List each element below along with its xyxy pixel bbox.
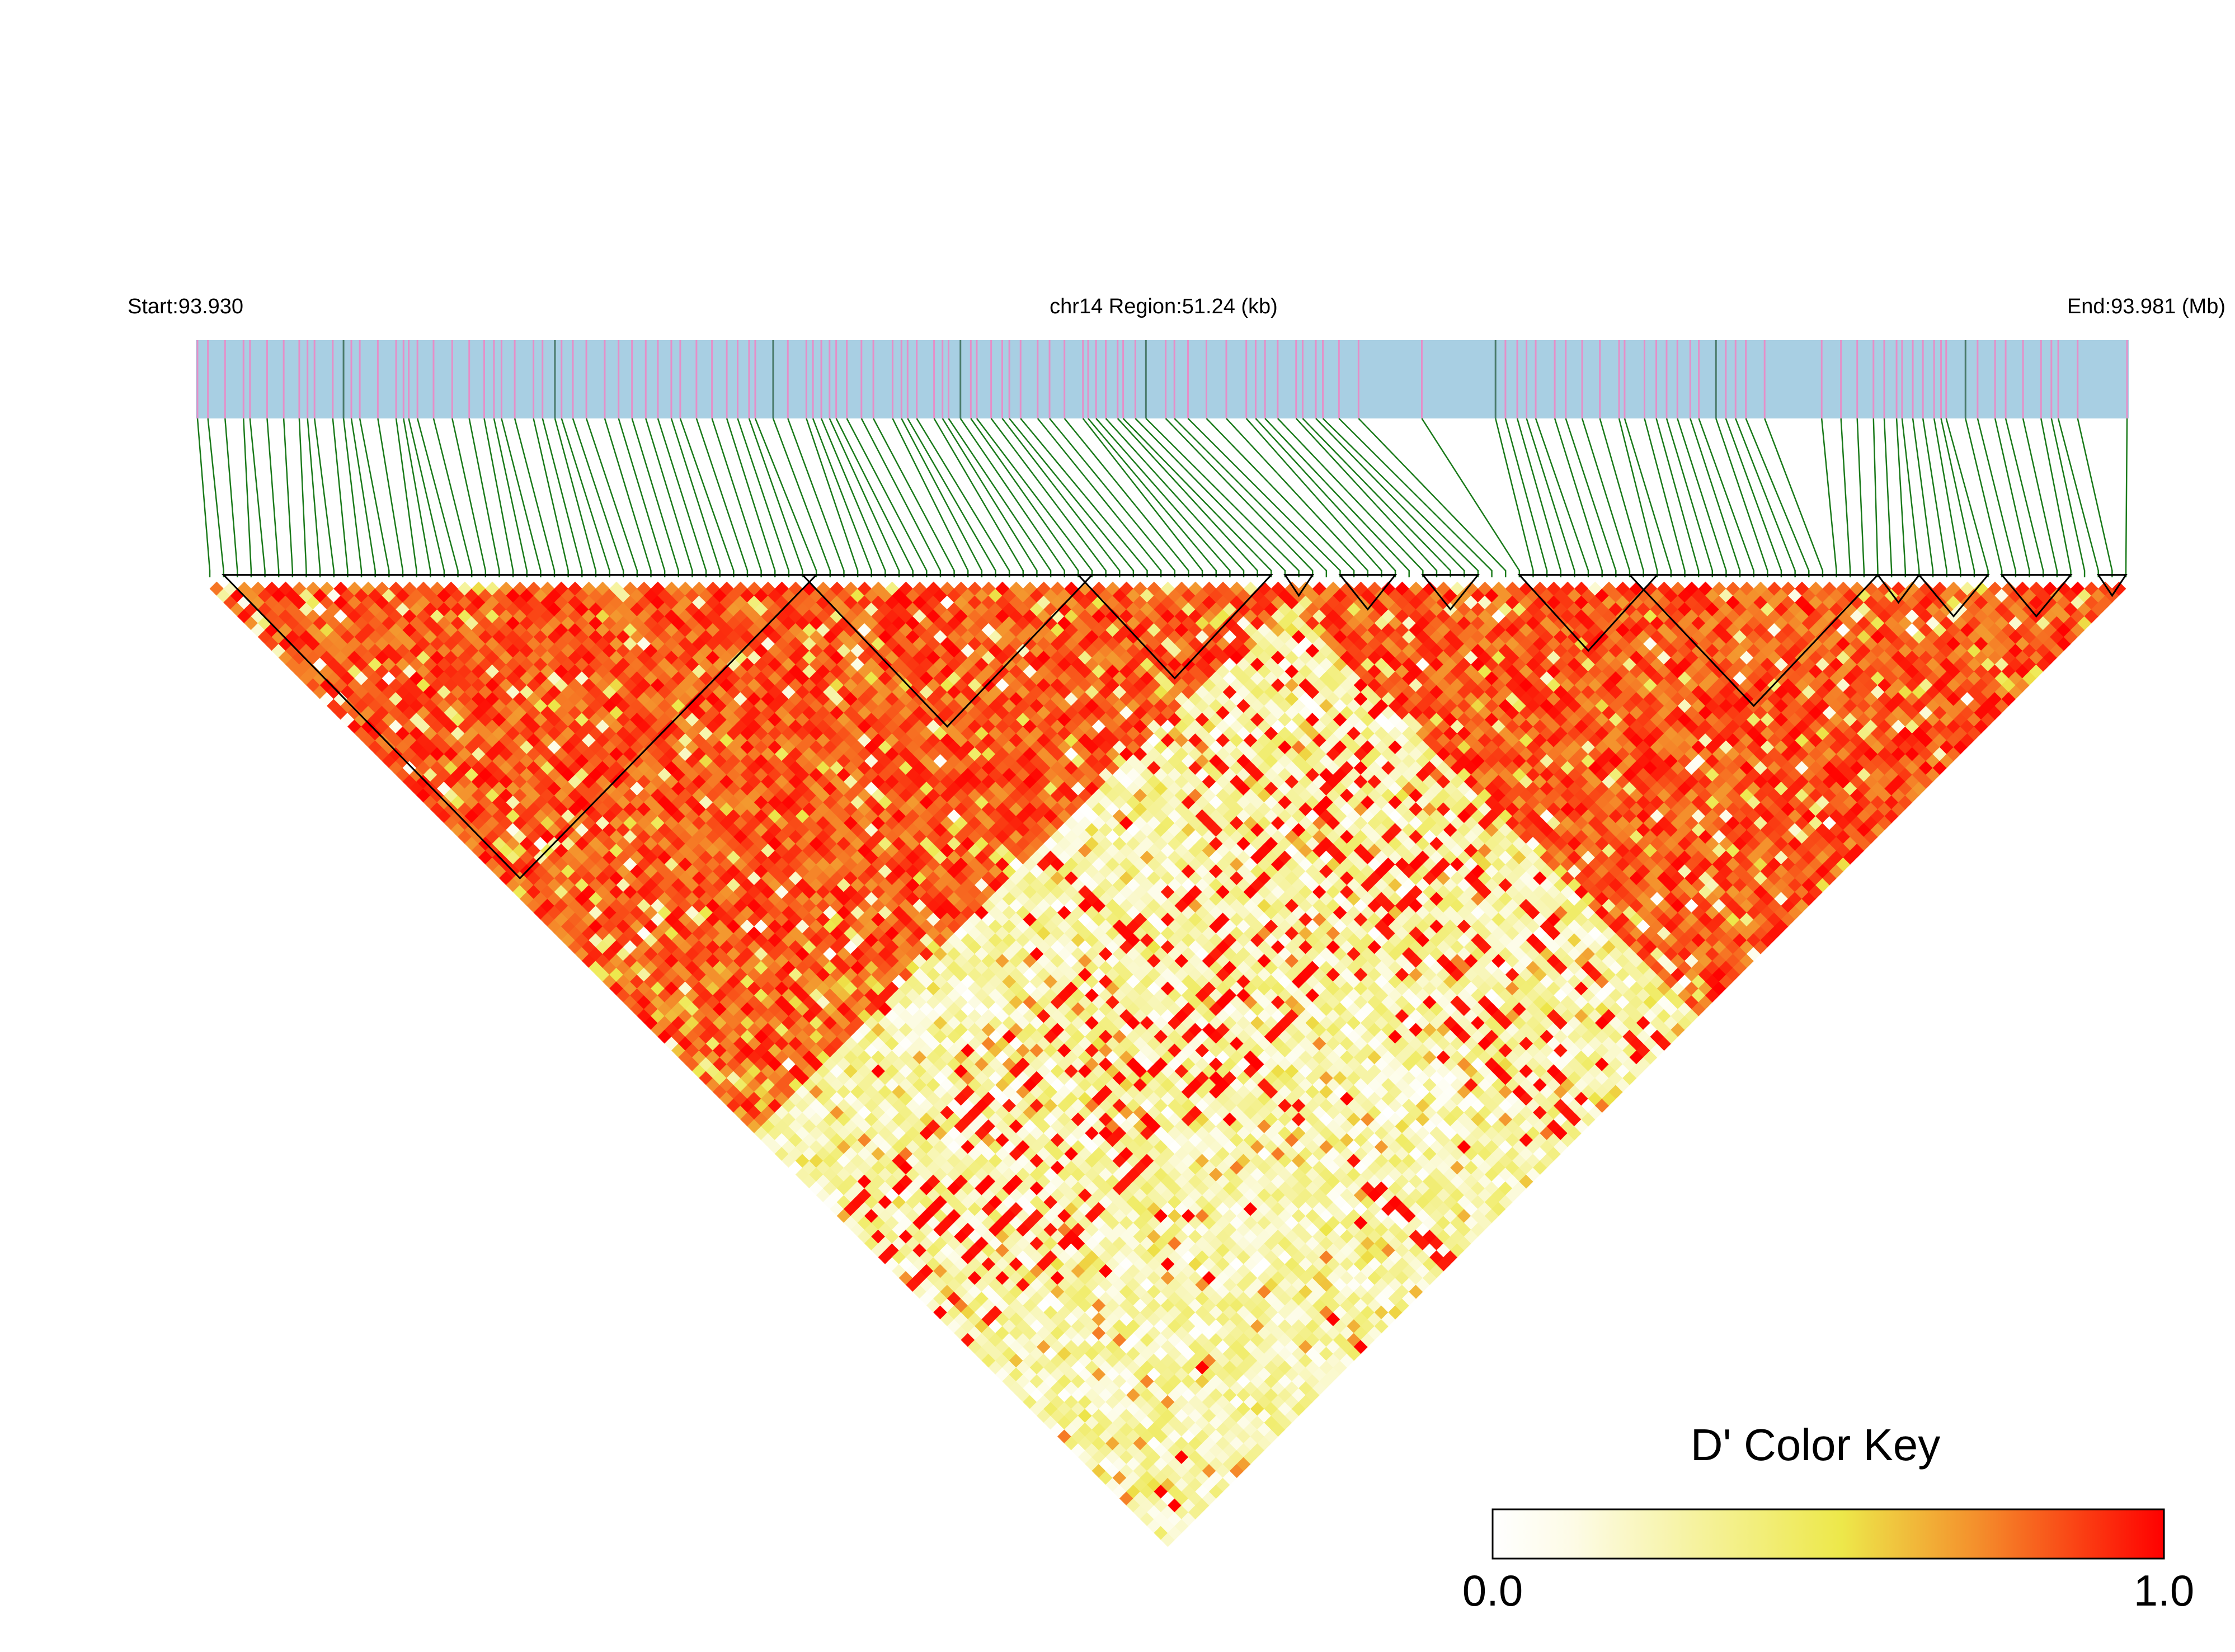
snp-connector: [1554, 418, 1603, 577]
snp-connector: [1145, 418, 1300, 577]
snp-connector: [1117, 418, 1258, 577]
snp-connector: [1820, 418, 1837, 577]
snp-connector: [679, 418, 735, 577]
snp-connector: [1174, 418, 1328, 577]
snp-connector: [970, 418, 1079, 577]
snp-connector: [1135, 418, 1286, 577]
snp-connector: [1945, 418, 1989, 577]
snp-connector: [403, 418, 431, 577]
start-label: Start:93.930: [128, 295, 243, 318]
snp-connector: [1883, 418, 1893, 577]
snp-connector: [2077, 418, 2113, 577]
snp-connector: [618, 418, 666, 577]
snp-connector: [748, 418, 803, 577]
snp-connector: [416, 418, 459, 577]
snp-connector: [298, 418, 307, 577]
snp-connector: [1764, 418, 1824, 577]
ld-matrix: [209, 581, 2126, 1547]
snp-ticks: [196, 340, 2128, 418]
snp-connector: [395, 418, 417, 577]
snp-connector: [243, 418, 252, 577]
snp-connector: [1922, 418, 1947, 577]
snp-connector: [645, 418, 693, 577]
snp-connector: [1715, 418, 1768, 577]
snp-connector: [224, 418, 238, 577]
snp-connector: [657, 418, 707, 577]
snp-connector: [1165, 418, 1314, 577]
snp-connector: [196, 418, 211, 577]
snp-connector: [1840, 418, 1851, 577]
snp-connector: [249, 418, 266, 577]
snp-connector: [1690, 418, 1741, 577]
snp-connector: [1095, 418, 1231, 577]
snp-connector: [1504, 418, 1548, 577]
snp-connector: [1912, 418, 1934, 577]
snp-connector: [1421, 418, 1521, 577]
snp-connector: [1526, 418, 1575, 577]
snp-connector: [711, 418, 762, 577]
snp-connector: [1302, 418, 1451, 577]
snp-connector: [812, 418, 872, 577]
snp-connector: [1735, 418, 1796, 577]
snp-connector: [860, 418, 942, 577]
snp-connector: [1872, 418, 1879, 577]
snp-connector: [572, 418, 624, 577]
snp-connector: [2125, 418, 2128, 577]
snp-connector: [1516, 418, 1561, 577]
snp-connector: [990, 418, 1107, 577]
snp-connector: [561, 418, 610, 577]
snp-connector: [631, 418, 680, 577]
snp-connector: [1049, 418, 1176, 577]
snp-connector: [313, 418, 335, 577]
snp-connector: [554, 418, 597, 577]
snp-connector: [670, 418, 721, 577]
snp-connector: [1565, 418, 1617, 577]
snp-connector: [1037, 418, 1162, 577]
snp-connector: [2057, 418, 2099, 577]
snp-connector: [695, 418, 749, 577]
snp-connector: [350, 418, 376, 577]
snp-connector: [1856, 418, 1865, 577]
snp-connector: [737, 418, 790, 577]
snp-connector: [2022, 418, 2058, 577]
snp-connector: [726, 418, 776, 577]
snp-connector: [1088, 418, 1217, 577]
snp-connector: [2050, 418, 2086, 577]
snp-connector: [942, 418, 1038, 577]
snp-connector: [332, 418, 349, 577]
snp-connector: [1624, 418, 1672, 577]
snp-connector: [451, 418, 487, 577]
snp-connector: [1665, 418, 1714, 577]
snp-connector: [1677, 418, 1727, 577]
snp-connector: [207, 418, 224, 577]
snp-connector: [1933, 418, 1961, 577]
region-label: chr14 Region:51.24 (kb): [1050, 295, 1278, 318]
snp-connector: [266, 418, 280, 577]
snp-connector: [901, 418, 983, 577]
snp-connector: [1264, 418, 1410, 577]
snp-connector: [907, 418, 996, 577]
snp-connector: [283, 418, 294, 577]
snp-connector: [1338, 418, 1493, 577]
snp-connector: [1655, 418, 1700, 577]
snp-connector: [1895, 418, 1907, 577]
snp-connectors: [196, 418, 2128, 577]
end-label: End:93.981 (Mb): [2067, 295, 2225, 318]
snp-connector: [604, 418, 652, 577]
snp-connector: [468, 418, 500, 577]
snp-connector: [1358, 418, 1507, 577]
snp-connector: [1322, 418, 1479, 577]
gene-track: [196, 340, 2129, 418]
snp-connector: [1082, 418, 1203, 577]
